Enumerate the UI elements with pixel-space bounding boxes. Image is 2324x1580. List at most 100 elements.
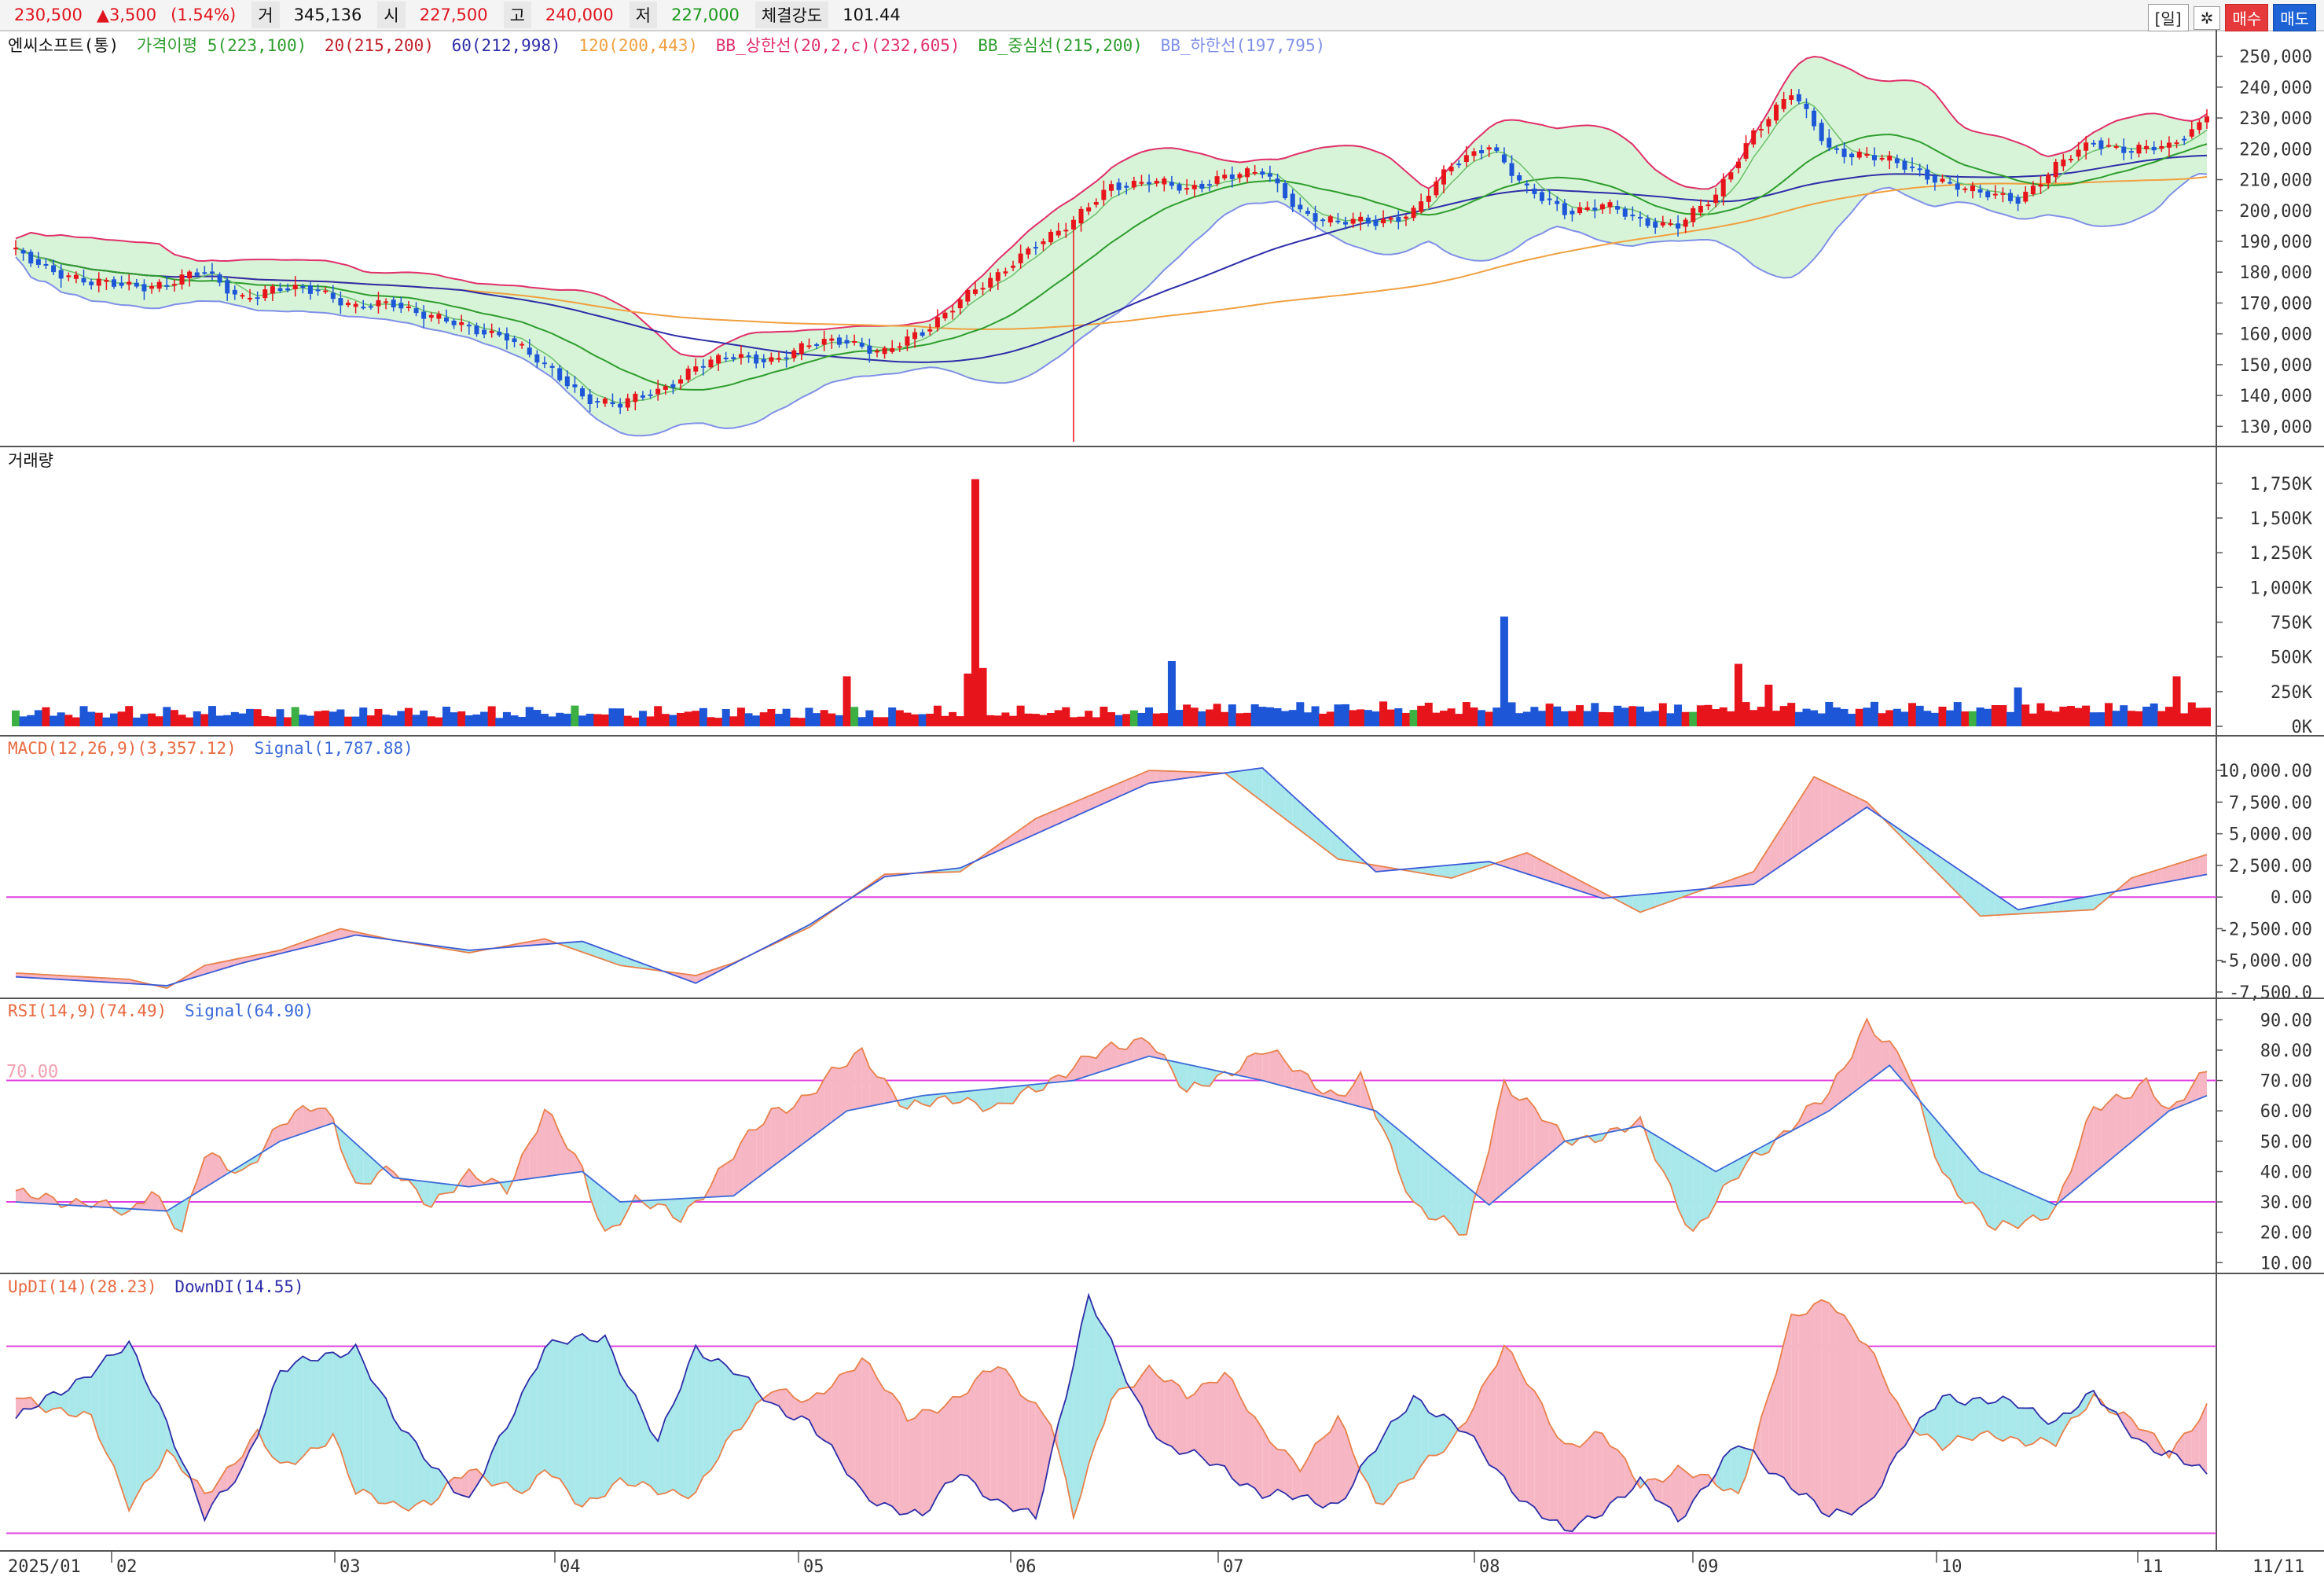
volume-bar xyxy=(1296,702,1305,726)
candle-body xyxy=(821,339,827,345)
candle-body xyxy=(1849,153,1855,158)
legend-macd-signal[interactable]: Signal(1,787.88) xyxy=(254,739,413,758)
candle-body xyxy=(194,272,200,276)
osc-fill xyxy=(529,1132,538,1179)
toolbar-right: [일] ✲ 매수 매도 xyxy=(2147,4,2316,31)
osc-fill xyxy=(1852,1035,1860,1094)
osc-fill xyxy=(1421,1400,1429,1466)
osc-fill xyxy=(1194,1066,1202,1086)
osc-fill xyxy=(627,1386,636,1486)
osc-fill xyxy=(1089,1056,1096,1076)
osc-fill xyxy=(1133,1375,1142,1406)
osc-fill xyxy=(1678,1465,1686,1522)
osc-fill xyxy=(560,1133,567,1175)
legend-ma20[interactable]: 20(215,200) xyxy=(324,36,434,55)
osc-fill xyxy=(1806,1303,1815,1501)
volume-bar xyxy=(1984,708,1992,726)
period-button[interactable]: [일] xyxy=(2147,4,2189,31)
legend-updi[interactable]: UpDI(14)(28.23) xyxy=(8,1277,157,1296)
volume-bar xyxy=(1167,660,1176,726)
legend-bb-upper[interactable]: BB_상한선(20,2,c)(232,605) xyxy=(715,36,960,55)
legend-macd[interactable]: MACD(12,26,9)(3,357.12) xyxy=(8,739,237,758)
osc-fill xyxy=(1315,816,1324,848)
volume-bar xyxy=(1825,701,1834,726)
candle-body xyxy=(292,285,298,289)
osc-fill xyxy=(2070,898,2079,911)
candle-body xyxy=(1720,178,1726,197)
osc-fill xyxy=(1171,771,1180,781)
volume-bar xyxy=(1228,704,1236,726)
volume-bar xyxy=(1031,714,1040,726)
candle-body xyxy=(1562,203,1567,215)
osc-fill xyxy=(1051,1075,1059,1083)
candle-body xyxy=(957,299,963,309)
legend-ma5[interactable]: 가격이평 5(223,100) xyxy=(136,36,307,55)
osc-fill xyxy=(144,1378,152,1483)
volume-bar xyxy=(1326,711,1335,726)
osc-fill xyxy=(1459,1179,1467,1236)
osc-fill xyxy=(1451,864,1459,879)
volume-bar xyxy=(1492,707,1501,726)
high-value: 240,000 xyxy=(545,6,614,24)
osc-fill xyxy=(1496,1345,1504,1477)
osc-fill xyxy=(325,1352,333,1446)
volume-bar xyxy=(964,673,972,726)
osc-fill xyxy=(2003,1181,2011,1225)
osc-fill xyxy=(1738,874,1746,886)
osc-fill xyxy=(718,1358,726,1459)
osc-fill xyxy=(1013,1086,1021,1104)
date-tick-label: 11 xyxy=(2142,1557,2164,1577)
candle-body xyxy=(127,281,132,285)
gear-icon[interactable]: ✲ xyxy=(2193,6,2221,30)
candle-body xyxy=(1637,216,1643,219)
candle-body xyxy=(1070,219,1076,230)
legend-bb-middle[interactable]: BB_중심선(215,200) xyxy=(978,36,1143,55)
osc-fill xyxy=(1655,1479,1663,1504)
volume-bar xyxy=(359,707,368,726)
osc-fill xyxy=(1179,771,1188,780)
rsi-signal-line xyxy=(15,1055,2208,1212)
stock-chart[interactable]: 250,000 240,000 230,000 220,000 210,000 200,0… xyxy=(0,30,2324,1580)
volume-bar xyxy=(2105,703,2113,726)
quote-bar: 230,500 ▲3,500 (1.54%) 거 345,136 시 227,5… xyxy=(0,0,2324,31)
volume-bar xyxy=(2059,706,2068,726)
legend-rsi[interactable]: RSI(14,9)(74.49) xyxy=(8,1001,167,1020)
volume-bar xyxy=(1379,701,1388,726)
volume-bar xyxy=(1870,701,1878,726)
buy-button[interactable]: 매수 xyxy=(2225,4,2269,31)
legend-ma60[interactable]: 60(212,998) xyxy=(451,36,561,55)
osc-fill xyxy=(982,1371,991,1501)
osc-fill xyxy=(582,941,590,955)
osc-fill xyxy=(2199,1071,2207,1099)
osc-fill xyxy=(922,1094,931,1107)
volume-axis-tick-label: 250K xyxy=(2271,683,2313,703)
candle-body xyxy=(1501,154,1507,163)
osc-fill xyxy=(1202,1067,1210,1086)
legend-downdi[interactable]: DownDI(14.55) xyxy=(174,1277,304,1296)
candle-body xyxy=(323,290,329,292)
osc-fill xyxy=(1035,1402,1044,1519)
candle-body xyxy=(2061,159,2066,167)
osc-fill xyxy=(1519,1097,1527,1180)
osc-fill xyxy=(106,1354,114,1466)
volume-bar xyxy=(102,717,111,726)
legend-stock-name[interactable]: 엔씨소프트(통) xyxy=(8,36,119,55)
osc-fill xyxy=(839,1372,847,1475)
volume-legend[interactable]: 거래량 xyxy=(8,451,53,470)
legend-ma120[interactable]: 120(200,443) xyxy=(578,36,699,55)
volume-bar xyxy=(1893,708,1901,726)
volume-bar xyxy=(1832,707,1841,726)
candle-body xyxy=(1804,103,1809,109)
osc-fill xyxy=(1942,1394,1951,1450)
legend-bb-lower[interactable]: BB_하한선(197,795) xyxy=(1160,36,1326,55)
sell-button[interactable]: 매도 xyxy=(2273,4,2316,31)
osc-fill xyxy=(91,977,99,982)
osc-fill xyxy=(46,1193,54,1204)
candle-body xyxy=(655,388,661,395)
volume-bar xyxy=(132,717,141,726)
volume-bar xyxy=(382,715,391,726)
candle-body xyxy=(980,288,986,290)
legend-rsi-signal[interactable]: Signal(64.90) xyxy=(184,1001,314,1020)
osc-fill xyxy=(1133,773,1142,790)
osc-fill xyxy=(1814,1103,1822,1119)
